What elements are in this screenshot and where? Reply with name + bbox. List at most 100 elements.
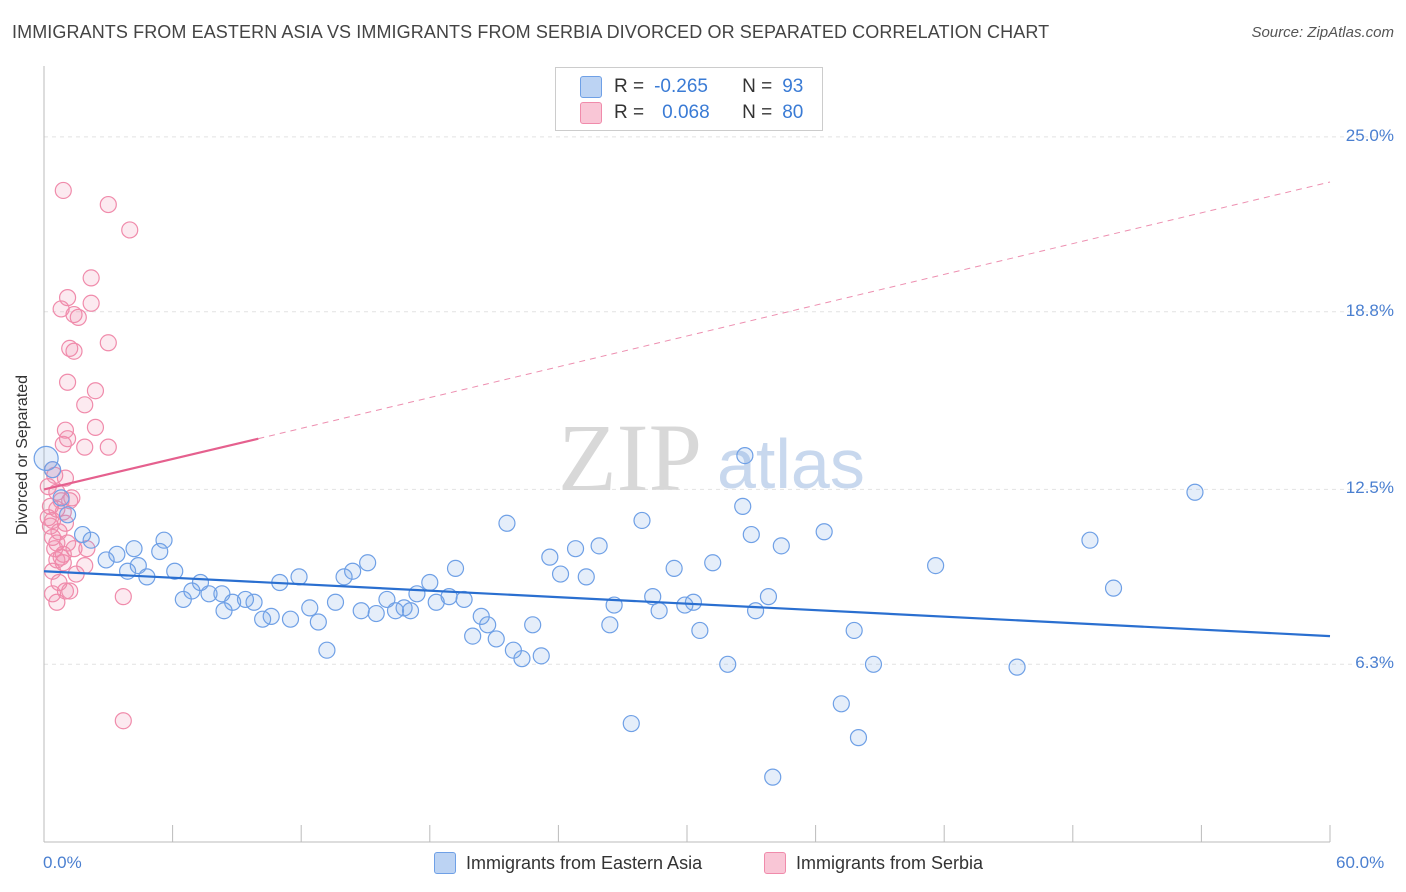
x-tick-min: 0.0% <box>43 853 82 872</box>
data-point-serbia <box>99 334 117 352</box>
data-point-eastern-asia <box>487 630 505 648</box>
legend-item-eastern-asia: Immigrants from Eastern Asia <box>434 852 702 874</box>
data-point-eastern-asia <box>832 695 850 713</box>
data-point-serbia <box>69 308 87 326</box>
data-point-eastern-asia <box>352 602 370 620</box>
data-point-eastern-asia <box>359 554 377 572</box>
data-point-serbia <box>99 438 117 456</box>
data-point-eastern-asia <box>513 650 531 668</box>
data-point-eastern-asia <box>309 613 327 631</box>
data-point-serbia <box>114 712 132 730</box>
data-point-eastern-asia <box>367 604 385 623</box>
watermark: ZIP atlas <box>558 404 865 511</box>
data-point-eastern-asia <box>498 514 516 532</box>
data-point-serbia <box>43 585 62 603</box>
y-tick-label: 6.3% <box>1355 653 1394 673</box>
trend-line-serbia <box>258 181 1331 440</box>
data-point-eastern-asia <box>845 621 863 640</box>
data-point-eastern-asia <box>166 562 184 580</box>
data-point-serbia <box>58 373 77 391</box>
data-point-eastern-asia <box>318 641 336 659</box>
legend-swatch-eastern-asia <box>580 76 602 98</box>
y-tick-label: 25.0% <box>1345 125 1394 145</box>
data-point-eastern-asia <box>446 559 465 578</box>
data-point-eastern-asia <box>815 523 833 541</box>
data-point-eastern-asia <box>82 531 100 549</box>
data-point-eastern-asia <box>245 593 263 611</box>
data-point-eastern-asia <box>290 568 308 586</box>
data-point-serbia <box>54 181 72 200</box>
legend-swatch-serbia <box>580 102 602 124</box>
data-point-eastern-asia <box>849 729 868 747</box>
data-point-eastern-asia <box>541 548 559 566</box>
data-point-eastern-asia <box>108 545 126 563</box>
data-point-eastern-asia <box>262 607 280 625</box>
legend-row-eastern-asia: R = -0.265 N = 93 <box>580 75 803 99</box>
data-point-serbia <box>61 582 79 600</box>
trend-line-eastern-asia <box>43 570 1331 638</box>
data-point-eastern-asia <box>764 768 782 786</box>
legend-r-value: 0.068 <box>662 102 710 123</box>
data-point-eastern-asia <box>301 599 319 617</box>
data-point-eastern-asia <box>759 588 778 606</box>
data-point-serbia <box>56 469 75 487</box>
x-tick-max: 60.0% <box>1336 853 1385 872</box>
legend-r-label: R = <box>614 102 645 123</box>
data-point-eastern-asia <box>1081 531 1099 549</box>
data-point-eastern-asia <box>551 565 570 583</box>
data-point-serbia <box>76 438 94 456</box>
data-point-eastern-asia <box>472 607 490 625</box>
data-point-serbia <box>65 540 83 558</box>
serbia-points <box>39 181 139 730</box>
correlation-legend: R = -0.265 N = 93 R = 0.068 N = 80 <box>555 67 823 131</box>
data-point-eastern-asia <box>1008 658 1026 676</box>
grid-lines <box>44 136 1390 665</box>
legend-swatch-eastern-asia <box>434 852 456 874</box>
data-point-eastern-asia <box>524 616 542 634</box>
data-point-serbia <box>86 382 105 400</box>
data-point-serbia <box>82 294 100 312</box>
data-point-eastern-asia <box>281 610 300 628</box>
legend-r-value: -0.265 <box>654 76 708 97</box>
data-point-eastern-asia <box>566 540 585 558</box>
data-point-eastern-asia <box>464 627 482 645</box>
data-point-eastern-asia <box>43 461 62 479</box>
data-point-eastern-asia <box>151 542 169 561</box>
data-point-eastern-asia <box>224 593 242 611</box>
data-point-serbia <box>76 396 94 414</box>
data-point-eastern-asia <box>633 511 651 530</box>
legend-label: Immigrants from Serbia <box>796 852 984 873</box>
data-point-eastern-asia <box>1186 483 1204 501</box>
data-point-eastern-asia <box>200 585 218 603</box>
legend-n-label: N = <box>742 76 773 97</box>
data-point-eastern-asia <box>734 497 752 515</box>
data-point-eastern-asia <box>736 446 754 465</box>
data-point-eastern-asia <box>401 602 420 620</box>
data-point-serbia <box>121 221 139 239</box>
data-point-eastern-asia <box>33 445 59 472</box>
trend-lines <box>43 181 1331 638</box>
legend-row-serbia: R = 0.068 N = 80 <box>580 101 803 125</box>
data-point-eastern-asia <box>58 506 77 524</box>
data-point-eastern-asia <box>601 616 619 634</box>
watermark-zip: ZIP <box>558 404 702 511</box>
data-point-eastern-asia <box>742 525 760 544</box>
data-point-eastern-asia <box>155 531 173 549</box>
data-point-eastern-asia <box>590 537 608 555</box>
data-point-serbia <box>65 342 83 360</box>
chart-title: IMMIGRANTS FROM EASTERN ASIA VS IMMIGRAN… <box>12 22 1050 42</box>
data-point-eastern-asia <box>408 585 426 603</box>
legend-r-label: R = <box>614 76 645 97</box>
y-axis-label: Divorced or Separated <box>14 374 31 536</box>
data-point-serbia <box>48 593 66 611</box>
legend-n-value: 80 <box>782 102 804 123</box>
watermark-atlas: atlas <box>717 425 865 503</box>
data-point-eastern-asia <box>97 551 115 569</box>
legend-label: Immigrants from Eastern Asia <box>466 852 703 873</box>
data-point-serbia <box>86 418 105 436</box>
data-point-eastern-asia <box>704 554 722 572</box>
legend-n-label: N = <box>742 102 773 123</box>
data-point-eastern-asia <box>125 540 143 558</box>
axes <box>43 66 1331 843</box>
